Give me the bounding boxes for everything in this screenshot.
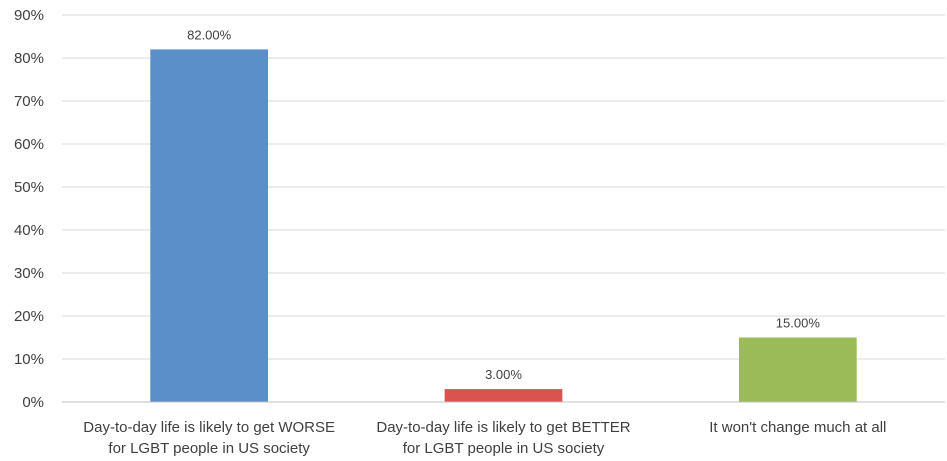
bars [150, 49, 857, 403]
bar [738, 337, 857, 402]
bar-data-label: 82.00% [187, 27, 232, 42]
bar-data-label: 15.00% [776, 316, 821, 331]
x-category-label-line: for LGBT people in US society [108, 440, 310, 457]
bar-data-label: 3.00% [485, 367, 522, 382]
x-category-label-line: for LGBT people in US society [403, 440, 605, 457]
y-tick-label: 40% [14, 222, 44, 239]
y-tick-label: 10% [14, 351, 44, 368]
bar [150, 49, 269, 403]
y-axis-ticks: 0% 10% 20% 30% 40% 50% 60% 70% 80% 90% [14, 7, 44, 411]
x-category-label: Day-to-day life is likely to get WORSE fo… [83, 419, 335, 457]
x-axis-categories: Day-to-day life is likely to get WORSE fo… [83, 419, 886, 457]
y-tick-label: 60% [14, 136, 44, 153]
y-tick-label: 50% [14, 179, 44, 196]
x-category-label: It won't change much at all [709, 419, 886, 436]
x-category-label: Day-to-day life is likely to get BETTER f… [376, 419, 630, 457]
bar [444, 389, 563, 402]
x-category-label-line: It won't change much at all [709, 419, 886, 436]
y-tick-label: 90% [14, 7, 44, 24]
y-tick-label: 70% [14, 93, 44, 110]
y-tick-label: 0% [22, 394, 44, 411]
y-tick-label: 80% [14, 50, 44, 67]
y-tick-label: 30% [14, 265, 44, 282]
x-category-label-line: Day-to-day life is likely to get BETTER [376, 419, 630, 436]
y-tick-label: 20% [14, 308, 44, 325]
x-category-label-line: Day-to-day life is likely to get WORSE [83, 419, 335, 436]
data-labels: 82.00% 3.00% 15.00% [187, 27, 820, 382]
